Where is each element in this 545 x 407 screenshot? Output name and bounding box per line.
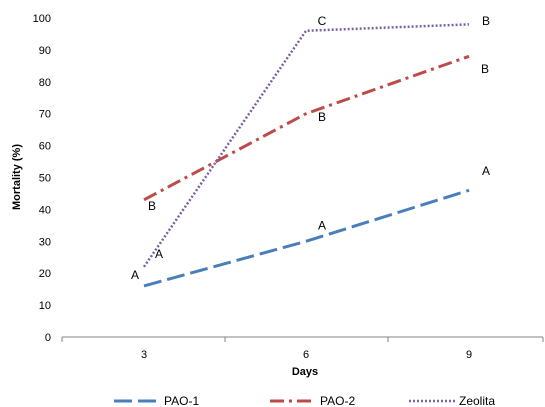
legend-label-pao-2: PAO-2: [320, 394, 355, 407]
legend-label-zeolita: Zeolita: [459, 394, 495, 407]
x-tick-label: 3: [141, 349, 147, 361]
annotation-label: A: [155, 247, 163, 261]
legend: PAO-1 PAO-2 Zeolita: [114, 394, 495, 407]
x-axis-ticks: 3 6 9: [61, 337, 544, 361]
y-axis-ticks: 0 10 20 30 40 50 60 70 80 90 100: [33, 13, 51, 344]
y-tick-label: 20: [39, 268, 51, 280]
y-tick-label: 40: [39, 204, 51, 216]
y-tick-label: 90: [39, 45, 51, 57]
annotation-label: A: [131, 268, 139, 282]
annotation-label: B: [318, 110, 326, 124]
annotation-label: B: [148, 199, 156, 213]
annotation-layer: A A B A B C A B B: [131, 14, 490, 282]
annotation-label: C: [318, 14, 327, 28]
series-line-pao-1: [143, 188, 470, 288]
annotation-label: B: [482, 14, 490, 28]
series-line-zeolita: [142, 23, 470, 268]
y-tick-label: 0: [45, 332, 51, 344]
x-axis-title: Days: [292, 366, 318, 378]
y-tick-label: 30: [39, 236, 51, 248]
y-axis-title: Mortality (%): [11, 144, 23, 210]
series-layer: [142, 23, 470, 288]
y-tick-label: 60: [39, 141, 51, 153]
x-tick-label: 9: [466, 349, 472, 361]
annotation-label: B: [481, 62, 489, 76]
y-tick-label: 50: [39, 173, 51, 185]
legend-label-pao-1: PAO-1: [164, 394, 199, 407]
annotation-label: A: [318, 218, 326, 232]
x-tick-label: 6: [303, 349, 309, 361]
series-line-pao-2: [143, 54, 470, 202]
y-tick-label: 80: [39, 77, 51, 89]
annotation-label: A: [482, 164, 490, 178]
y-tick-label: 100: [33, 13, 51, 25]
y-tick-label: 10: [39, 300, 51, 312]
y-tick-label: 70: [39, 109, 51, 121]
